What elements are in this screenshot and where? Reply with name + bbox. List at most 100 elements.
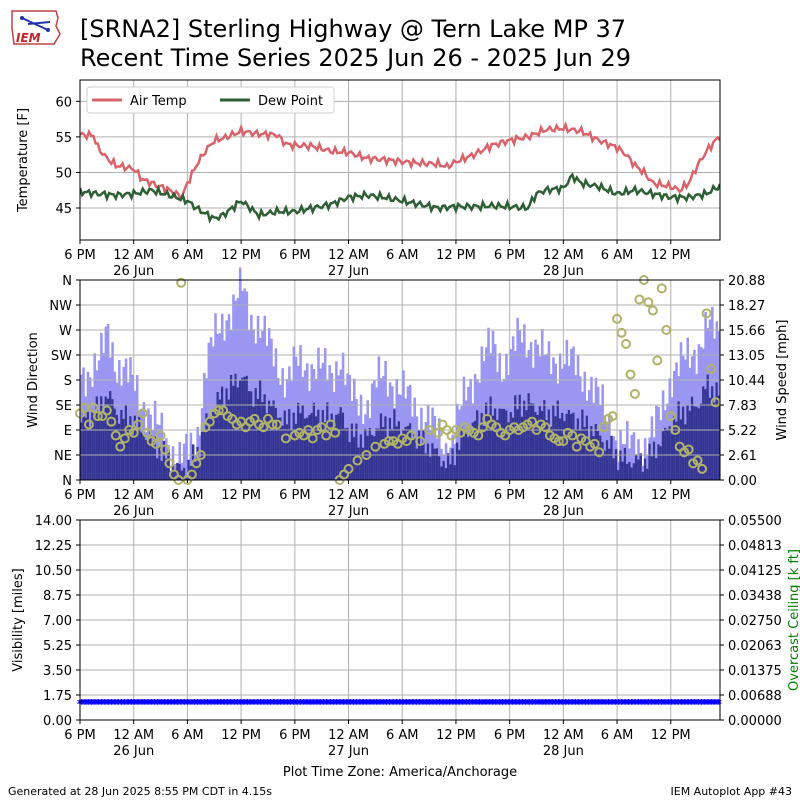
wind-speed-bar <box>628 461 631 480</box>
wind-speed-bar <box>314 416 318 480</box>
visibility-point: * <box>628 697 635 711</box>
wind-gust-bar <box>299 345 302 480</box>
vis-ylabel: Visibility [miles] <box>11 568 26 671</box>
wind-speed-bar <box>659 446 663 480</box>
visibility-point: * <box>107 697 114 711</box>
visibility-point: * <box>673 697 680 711</box>
wind-speed-bar <box>549 426 553 480</box>
wind-direction-tick-label: NE <box>54 449 72 464</box>
visibility-point: * <box>653 697 660 711</box>
wind-direction-tick-label: N <box>62 274 72 289</box>
wind-speed-bar <box>126 426 130 480</box>
wind-speed-bar <box>375 428 378 480</box>
wind-speed-bar <box>285 424 289 480</box>
visibility-point: * <box>448 697 455 711</box>
wind-speed-bar <box>113 408 117 480</box>
wind-speed-bar <box>120 409 123 480</box>
visibility-panel: 0.00 1.75 3.50 5.25 7.00 8.75 10.50 12.25 14.00 0… <box>11 514 800 729</box>
wind-direction-point <box>307 433 318 444</box>
ceiling-tick-label: 0.00688 <box>728 689 782 704</box>
visibility-point: * <box>342 697 349 711</box>
wind-gust-bar <box>453 443 457 480</box>
wind-direction-point <box>527 416 538 427</box>
wind-speed-bar <box>151 441 155 480</box>
wind-direction-point <box>164 458 175 469</box>
wind-gust-bar <box>462 376 466 480</box>
wind-speed-bar <box>462 436 466 480</box>
visibility-point: * <box>641 697 648 711</box>
wind-speed-bar <box>156 458 159 480</box>
wind-speed-bar <box>214 408 217 480</box>
app-footer: IEM Autoplot App #43 <box>670 785 793 798</box>
wind-direction-point <box>137 408 148 419</box>
visibility-point: * <box>459 697 466 711</box>
visibility-point: * <box>605 697 612 711</box>
wind-speed-bar <box>449 464 452 480</box>
wind-speed-bar <box>180 470 184 480</box>
wind-direction-point <box>553 436 564 447</box>
wind-speed-bar <box>525 410 528 480</box>
visibility-point: * <box>571 697 578 711</box>
wind-direction-point <box>271 419 282 430</box>
wind-speed-bar <box>106 398 110 480</box>
visibility-point: * <box>462 697 469 711</box>
wind-direction-point <box>191 458 202 469</box>
wind-speed-bar <box>614 449 618 480</box>
visibility-point: * <box>330 697 337 711</box>
visibility-point: * <box>317 697 324 711</box>
visibility-point: * <box>514 697 521 711</box>
visibility-point: * <box>567 697 574 711</box>
visibility-point: * <box>612 697 619 711</box>
wind-speed-bar <box>695 406 698 480</box>
visibility-point: * <box>558 697 565 711</box>
visibility-point: * <box>409 697 416 711</box>
wind-speed-bar <box>491 415 495 480</box>
visibility-point: * <box>664 697 671 711</box>
visibility-point: * <box>398 697 405 711</box>
visibility-point: * <box>694 697 701 711</box>
visibility-point: * <box>382 697 389 711</box>
visibility-point: * <box>446 697 453 711</box>
visibility-point: * <box>170 697 177 711</box>
visibility-point: * <box>504 697 511 711</box>
wind-speed-bar <box>715 382 719 480</box>
wind-gust-bar <box>438 418 441 480</box>
visibility-point: * <box>307 697 314 711</box>
wind-direction-tick-label: N <box>62 474 72 489</box>
wind-speed-bar <box>189 465 193 480</box>
visibility-point: * <box>644 697 651 711</box>
wind-gust-bar <box>646 455 649 480</box>
visibility-point: * <box>585 697 592 711</box>
visibility-point: * <box>492 697 499 711</box>
visibility-point: * <box>156 697 163 711</box>
visibility-point: * <box>531 697 538 711</box>
vis-date-label: 27 Jun <box>328 744 369 759</box>
visibility-point: * <box>389 697 396 711</box>
wind-direction-point <box>665 411 676 422</box>
wind-speed-bar <box>236 387 240 480</box>
visibility-point: * <box>262 697 269 711</box>
visibility-point: * <box>140 697 147 711</box>
visibility-point: * <box>158 697 165 711</box>
vis-ytick-label: 8.75 <box>43 589 72 604</box>
visibility-point: * <box>449 697 456 711</box>
visibility-point: * <box>482 697 489 711</box>
wind-speed-bar <box>471 422 475 480</box>
wind-speed-bar <box>252 406 255 480</box>
wind-gust-bar <box>415 416 419 480</box>
wind-speed-bar <box>209 416 213 480</box>
temp-xtick-label: 12 AM <box>113 248 154 263</box>
visibility-point: * <box>253 697 260 711</box>
visibility-point: * <box>535 697 542 711</box>
visibility-point: * <box>130 697 137 711</box>
visibility-point: * <box>345 697 352 711</box>
wind-gust-bar <box>534 339 537 480</box>
visibility-point: * <box>320 697 327 711</box>
visibility-point: * <box>458 697 465 711</box>
wind-speed-bar <box>516 409 519 480</box>
ceiling-tick-label: 0.04813 <box>728 539 782 554</box>
visibility-point: * <box>413 697 420 711</box>
visibility-point: * <box>466 697 473 711</box>
visibility-point: * <box>322 697 329 711</box>
visibility-point: * <box>313 697 320 711</box>
